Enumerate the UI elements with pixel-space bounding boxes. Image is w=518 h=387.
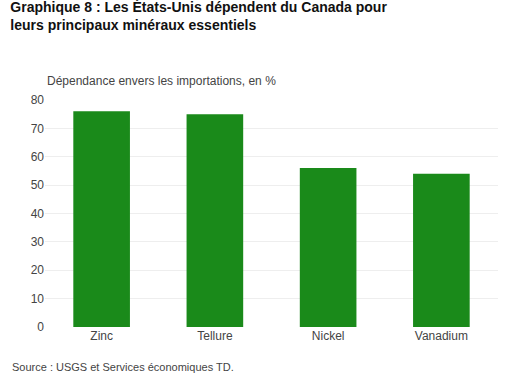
svg-text:30: 30 [31,235,45,249]
svg-text:Zinc: Zinc [90,329,113,343]
svg-text:Source : USGS et Services écon: Source : USGS et Services économiques TD… [12,361,234,373]
svg-text:0: 0 [37,320,44,334]
svg-text:Graphique 8 : Les États-Unis d: Graphique 8 : Les États-Unis dépendent d… [10,0,387,33]
svg-text:40: 40 [31,207,45,221]
svg-text:80: 80 [31,93,45,107]
svg-text:Dépendance envers les importat: Dépendance envers les importations, en % [47,74,276,88]
svg-text:20: 20 [31,263,45,277]
svg-text:50: 50 [31,178,45,192]
svg-text:Tellure: Tellure [197,329,233,343]
svg-text:Nickel: Nickel [312,329,345,343]
svg-text:60: 60 [31,150,45,164]
svg-text:10: 10 [31,292,45,306]
svg-text:Vanadium: Vanadium [415,329,468,343]
svg-text:70: 70 [31,122,45,136]
